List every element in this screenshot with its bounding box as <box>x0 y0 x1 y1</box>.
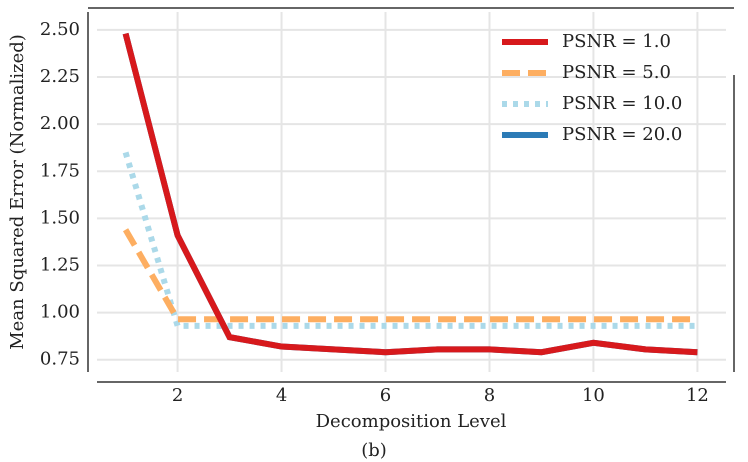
y-tick-label: 1.00 <box>40 302 80 323</box>
y-tick-label: 2.50 <box>40 19 80 40</box>
legend-label: PSNR = 1.0 <box>562 31 671 52</box>
legend-label: PSNR = 10.0 <box>562 93 682 114</box>
lines <box>122 32 698 356</box>
y-tick-label: 1.50 <box>40 207 80 228</box>
legend: PSNR = 1.0 PSNR = 5.0 PSNR = 10.0 PSNR = 20… <box>502 31 682 145</box>
y-tick-label: 1.75 <box>40 160 80 181</box>
legend-label: PSNR = 20.0 <box>562 124 682 145</box>
x-tick-label: 10 <box>582 385 605 406</box>
legend-label: PSNR = 5.0 <box>562 62 671 83</box>
x-tick-label: 2 <box>172 385 183 406</box>
x-tick-label: 4 <box>276 385 287 406</box>
x-tick-label: 6 <box>380 385 391 406</box>
y-axis-label: Mean Squared Error (Normalized) <box>7 34 28 350</box>
y-tick-label: 2.00 <box>40 113 80 134</box>
series-line <box>122 32 698 356</box>
x-axis-label: Decomposition Level <box>316 411 507 432</box>
y-tick-label: 1.25 <box>40 255 80 276</box>
x-tick-label: 8 <box>484 385 495 406</box>
subtitle: (b) <box>361 440 387 461</box>
x-tick-label: 12 <box>686 385 709 406</box>
grid <box>97 12 726 372</box>
y-tick-label: 0.75 <box>40 349 80 370</box>
y-tick-label: 2.25 <box>40 66 80 87</box>
